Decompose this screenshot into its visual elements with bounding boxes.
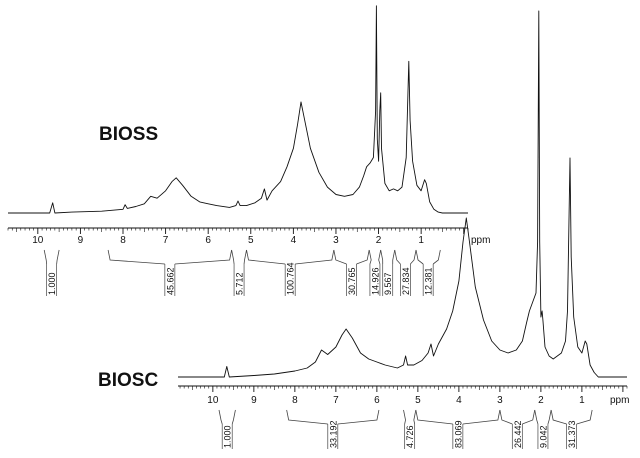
integral-value-label: 9.042 (538, 425, 548, 448)
integral-value-box (382, 264, 394, 296)
integral-region: 1.000 (218, 409, 236, 449)
integral-bracket (333, 249, 370, 265)
integral-value-box (566, 424, 577, 449)
integral-bracket (107, 249, 233, 265)
integral-region: 1.000 (43, 249, 60, 296)
integral-value-label: 33.192 (328, 420, 338, 448)
integral-value-label: 14.926 (370, 267, 380, 295)
integral-region: 5.712 (231, 249, 247, 296)
integral-region: 14.926 (368, 249, 382, 296)
integral-value-label: 1.000 (223, 425, 233, 448)
integral-value-label: 83.069 (453, 420, 463, 448)
integral-value-label: 31.373 (567, 420, 577, 448)
spectrum-panel-biosc: 10 9 8 7 6 5 4 3 2 1 ppm 1.000 33.192 4.726 83.069 26.4… (178, 10, 629, 449)
tick-label: 8 (292, 395, 298, 406)
integral-region: 9.042 (534, 409, 552, 449)
tick-label: 4 (456, 395, 462, 406)
integral-bracket (246, 249, 335, 265)
integral-bracket (43, 249, 60, 265)
integral-bracket (286, 409, 380, 425)
integral-value-label: 4.726 (405, 425, 415, 448)
integral-value-box (46, 264, 58, 296)
integral-value-label: 45.662 (165, 267, 175, 295)
integral-bracket (231, 249, 247, 265)
integral-bracket (499, 409, 536, 425)
integral-value-label: 27.834 (401, 267, 411, 295)
tick-label: 3 (333, 235, 339, 246)
integral-region: 33.192 (286, 409, 380, 449)
integral-value-box (537, 424, 549, 449)
tick-label: 4 (291, 235, 297, 246)
integral-value-box (164, 264, 176, 296)
integral-region: 26.442 (499, 409, 536, 449)
integral-bracket (534, 409, 552, 425)
integral-value-box (404, 424, 416, 449)
integral-value-box (400, 264, 411, 296)
tick-label: 2 (538, 395, 544, 406)
tick-label: 6 (374, 395, 380, 406)
spectrum-panel-bioss: 10 9 8 7 6 5 4 3 2 1 ppm 1.000 45.662 5.712 100.764 30.… (7, 5, 490, 296)
integral-bracket (368, 249, 382, 265)
integral-value-label: 5.712 (235, 272, 245, 295)
tick-label: 5 (248, 235, 254, 246)
axis-unit-label: ppm (471, 235, 490, 246)
integral-value-box (233, 264, 245, 296)
integral-bracket (218, 409, 236, 425)
spectrum-trace (178, 10, 627, 378)
integral-region: 12.381 (415, 249, 441, 296)
integral-value-box (511, 424, 523, 449)
tick-label: 6 (205, 235, 211, 246)
integral-value-box (221, 424, 233, 449)
integral-bracket (403, 409, 417, 425)
integral-value-box (327, 424, 339, 449)
tick-label: 8 (120, 235, 126, 246)
integral-bracket (415, 409, 501, 425)
tick-label: 2 (376, 235, 382, 246)
tick-label: 7 (163, 235, 169, 246)
integral-region: 30.765 (333, 249, 370, 296)
integral-value-box (346, 264, 357, 296)
tick-label: 1 (418, 235, 424, 246)
sample-label-bioss: BIOSS (99, 124, 159, 145)
integral-region: 4.726 (403, 409, 417, 449)
tick-label: 10 (32, 235, 44, 246)
integral-value-box (284, 264, 296, 296)
tick-label: 7 (333, 395, 339, 406)
tick-label: 3 (497, 395, 503, 406)
sample-label-biosc: BIOSC (98, 370, 159, 391)
tick-label: 10 (207, 395, 219, 406)
integral-region: 45.662 (107, 249, 233, 296)
integral-region: 31.373 (550, 409, 593, 449)
integral-value-label: 30.765 (347, 267, 357, 295)
tick-label: 1 (579, 395, 585, 406)
integral-value-box (452, 424, 464, 449)
integral-region: 83.069 (415, 409, 501, 449)
integral-value-label: 100.764 (286, 262, 296, 295)
integral-value-label: 1.000 (47, 272, 57, 295)
integral-bracket (415, 249, 441, 265)
integral-value-label: 9.567 (383, 272, 393, 295)
integral-region: 9.567 (380, 249, 396, 296)
axis-unit-label: ppm (610, 395, 629, 406)
tick-label: 9 (251, 395, 257, 406)
integral-region: 100.764 (246, 249, 335, 296)
integral-value-box (369, 264, 381, 296)
tick-label: 9 (78, 235, 84, 246)
integral-region: 27.834 (394, 249, 417, 296)
integral-bracket (380, 249, 396, 265)
integral-value-label: 12.381 (424, 267, 434, 295)
integral-value-box (422, 264, 434, 296)
tick-label: 5 (415, 395, 421, 406)
integral-bracket (550, 409, 593, 425)
spectrum-trace (8, 5, 468, 214)
integral-bracket (394, 249, 417, 265)
integral-value-label: 26.442 (513, 420, 523, 448)
